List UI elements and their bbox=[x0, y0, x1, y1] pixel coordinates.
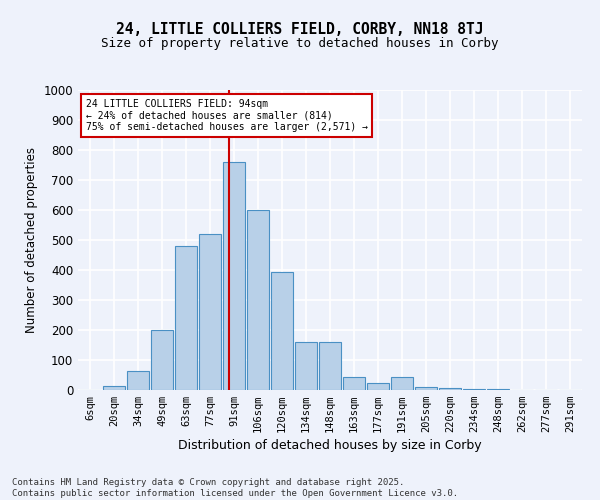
Text: 24, LITTLE COLLIERS FIELD, CORBY, NN18 8TJ: 24, LITTLE COLLIERS FIELD, CORBY, NN18 8… bbox=[116, 22, 484, 38]
Bar bbox=[271, 272, 293, 390]
Bar bbox=[391, 378, 413, 390]
Y-axis label: Number of detached properties: Number of detached properties bbox=[25, 147, 38, 333]
Bar bbox=[295, 342, 317, 390]
Bar bbox=[319, 342, 341, 390]
Bar bbox=[367, 382, 389, 390]
Bar bbox=[415, 387, 437, 390]
Text: Size of property relative to detached houses in Corby: Size of property relative to detached ho… bbox=[101, 38, 499, 51]
Bar bbox=[127, 372, 149, 390]
Bar bbox=[103, 386, 125, 390]
Text: Contains HM Land Registry data © Crown copyright and database right 2025.
Contai: Contains HM Land Registry data © Crown c… bbox=[12, 478, 458, 498]
Bar bbox=[439, 388, 461, 390]
Bar bbox=[199, 234, 221, 390]
Bar bbox=[175, 246, 197, 390]
X-axis label: Distribution of detached houses by size in Corby: Distribution of detached houses by size … bbox=[178, 440, 482, 452]
Bar bbox=[343, 378, 365, 390]
Bar bbox=[223, 162, 245, 390]
Text: 24 LITTLE COLLIERS FIELD: 94sqm
← 24% of detached houses are smaller (814)
75% o: 24 LITTLE COLLIERS FIELD: 94sqm ← 24% of… bbox=[86, 99, 368, 132]
Bar bbox=[247, 210, 269, 390]
Bar bbox=[151, 330, 173, 390]
